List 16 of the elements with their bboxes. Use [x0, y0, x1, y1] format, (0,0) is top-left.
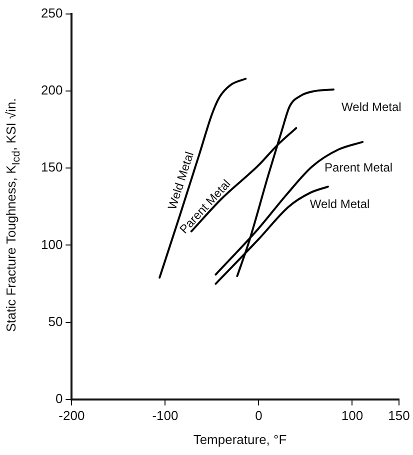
x-tick-label: -100	[152, 408, 178, 423]
y-tick-label: 150	[40, 160, 63, 175]
x-tick-label: 100	[341, 408, 364, 423]
y-tick-label: 250	[40, 6, 63, 21]
y-tick-label: 100	[40, 236, 63, 252]
line-series	[158, 78, 247, 279]
x-tick-label: 0	[255, 408, 262, 423]
x-tick-label: -200	[58, 408, 85, 423]
series-label: Weld Metal	[342, 100, 402, 114]
series-label: Parent Metal	[324, 160, 393, 174]
y-tick-label: 50	[48, 314, 63, 329]
x-axis-title: Temperature, °F	[193, 432, 287, 447]
series-label: Weld Metal	[310, 196, 370, 211]
y-tick-label: 200	[40, 82, 63, 98]
y-tick-label: 0	[55, 390, 63, 406]
x-tick-label: 150	[388, 408, 410, 423]
